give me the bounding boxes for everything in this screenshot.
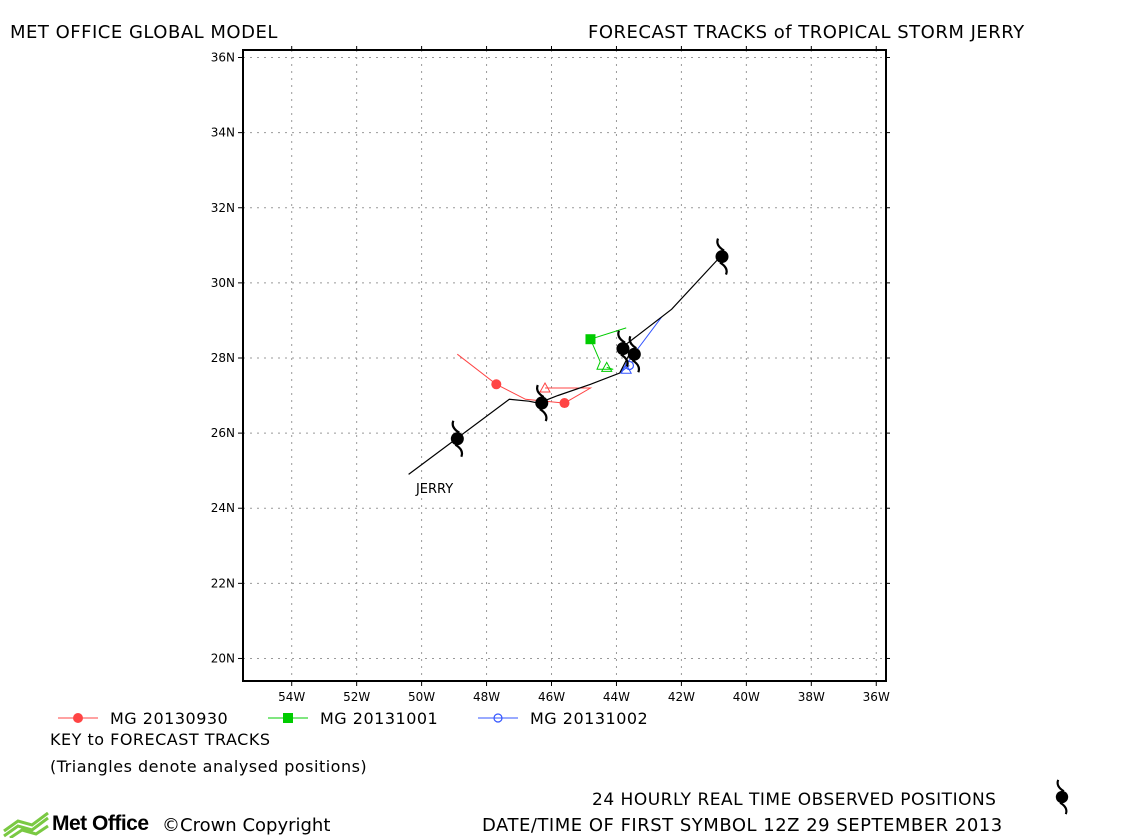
tick-label-lat: 26N: [211, 426, 235, 440]
tick-label-lon: 38W: [798, 690, 825, 704]
cyclone-icon: [450, 420, 464, 458]
observed-positions-note: 24 HOURLY REAL TIME OBSERVED POSITIONS: [592, 790, 997, 810]
tick-label-lat: 32N: [211, 201, 235, 215]
storm-label: JERRY: [415, 482, 453, 497]
model-title: MET OFFICE GLOBAL MODEL: [10, 22, 278, 43]
tick-label-lat: 22N: [211, 576, 235, 590]
cyclone-core: [616, 342, 630, 356]
tick-label-lat: 20N: [211, 651, 235, 665]
cyclone-arm-bottom: [454, 443, 464, 458]
cyclone-arm-bottom: [631, 359, 641, 373]
observed-track: [408, 256, 721, 475]
tick-label-lon: 52W: [343, 690, 370, 704]
cyclone-core: [715, 250, 729, 264]
tick-label-lon: 42W: [668, 690, 695, 704]
legend-marker-1: [73, 713, 83, 723]
cyclone-arm-top: [617, 330, 626, 344]
cyclone-icon: [1055, 779, 1069, 815]
chart-title: FORECAST TRACKS of TROPICAL STORM JERRY: [588, 22, 1025, 43]
tick-label-lat: 28N: [211, 351, 235, 365]
analysed-triangle: [600, 361, 613, 372]
legend-marker-2: [283, 713, 293, 723]
tick-label-lon: 54W: [278, 690, 305, 704]
tick-label-lon: 46W: [538, 690, 565, 704]
tick-label-lat: 34N: [211, 126, 235, 140]
cyclone-icon: [1055, 779, 1069, 815]
cyclone-icon: [535, 384, 549, 422]
legend-label-3: MG 20131002: [530, 709, 649, 728]
cyclone-arm-bottom: [620, 353, 629, 368]
first-symbol-datetime: DATE/TIME OF FIRST SYMBOL 12Z 29 SEPTEMB…: [482, 815, 1003, 836]
cyclone-icon: [715, 238, 729, 275]
met-office-logo-icon: [3, 812, 49, 838]
forecast-track-2: [589, 327, 627, 370]
cyclone-core: [1055, 790, 1069, 804]
tick-label-lat: 24N: [211, 501, 235, 515]
tick-label-lat: 30N: [211, 276, 235, 290]
tick-label-lon: 48W: [473, 690, 500, 704]
cyclone-arm-bottom: [1059, 801, 1068, 815]
legend-label-1: MG 20130930: [110, 709, 229, 728]
tick-label-lon: 40W: [733, 690, 760, 704]
cyclone-core: [535, 396, 549, 410]
tick-label-lon: 50W: [408, 690, 435, 704]
forecast-marker: [585, 334, 596, 345]
analysed-triangle: [620, 363, 633, 374]
forecast-marker: [491, 379, 502, 390]
cyclone-arm-top: [536, 384, 545, 399]
tick-label-lat: 36N: [211, 51, 235, 65]
cyclone-icon: [616, 330, 630, 368]
cyclone-arm-bottom: [719, 261, 728, 275]
cyclone-core: [450, 432, 464, 446]
tick-label-lon: 36W: [863, 690, 890, 704]
cyclone-core: [627, 347, 641, 361]
cyclone-arm-top: [1056, 779, 1065, 793]
analysed-triangle: [539, 382, 551, 393]
legend-markers: [58, 713, 518, 723]
legend-key-note: (Triangles denote analysed positions): [50, 757, 368, 776]
legend-marker-3: [493, 713, 503, 723]
legend-label-2: MG 20131001: [320, 709, 439, 728]
map-frame: [242, 49, 887, 682]
legend-key-title: KEY to FORECAST TRACKS: [50, 730, 271, 749]
forecast-marker: [559, 398, 570, 409]
copyright: ©Crown Copyright: [162, 815, 331, 836]
tracks: [408, 238, 729, 475]
cyclone-arm-bottom: [539, 408, 548, 422]
cyclone-arm-top: [716, 238, 725, 252]
tick-label-lon: 44W: [603, 690, 630, 704]
cyclone-arm-top: [451, 420, 460, 434]
cyclone-arm-top: [628, 335, 637, 350]
grid: [243, 50, 886, 681]
met-office-logo-text: Met Office: [52, 812, 149, 835]
cyclone-icon: [627, 335, 641, 373]
axis-ticks: 54W 52W 50W 48W 46W 44W 42W 40W 38W 36W 36N 34N 32N 3…: [211, 46, 890, 704]
forecast-track-1: [456, 353, 593, 404]
